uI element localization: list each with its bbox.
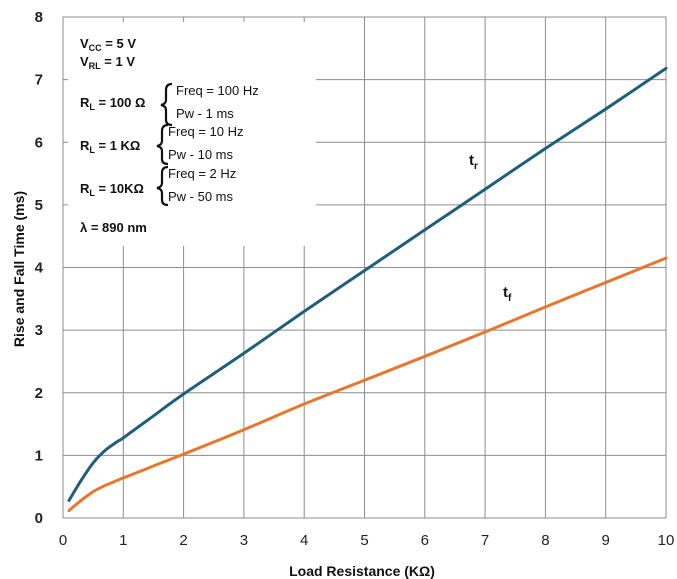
- y-tick-label: 5: [35, 197, 43, 214]
- tr-series-label: tr: [469, 152, 478, 172]
- x-tick-label: 4: [300, 532, 308, 549]
- y-tick-label: 3: [35, 322, 43, 339]
- y-tick-label: 1: [35, 447, 43, 464]
- x-axis-title: Load Resistance (KΩ): [289, 563, 435, 579]
- rl-1k-pw: Pw - 10 ms: [168, 147, 234, 162]
- rl-1k-label: RL = 1 KΩ: [80, 138, 140, 155]
- y-tick-label: 2: [35, 385, 43, 402]
- x-tick-label: 1: [119, 532, 127, 549]
- wavelength-label: λ = 890 nm: [80, 220, 147, 235]
- rl-100-freq: Freq = 100 Hz: [176, 83, 259, 98]
- brace-icon: [156, 123, 169, 166]
- y-tick-label: 8: [35, 9, 43, 26]
- y-tick-label: 7: [35, 72, 43, 89]
- vrl-label: VRL = 1 V: [80, 54, 135, 71]
- rl-1k-freq: Freq = 10 Hz: [168, 124, 244, 139]
- series-line-tr: [67, 66, 668, 502]
- series-lines: [67, 66, 668, 512]
- x-tick-label: 0: [59, 532, 67, 549]
- x-tick-label: 8: [541, 532, 549, 549]
- x-tick-label: 9: [602, 532, 610, 549]
- rl-10k-label: RL = 10KΩ: [80, 181, 144, 198]
- rl-100-pw: Pw - 1 ms: [176, 106, 234, 121]
- x-tick-labels: 0 1 2 3 4 5 6 7 8 9 10: [59, 532, 675, 549]
- brace-icon: [160, 82, 173, 127]
- y-tick-label: 6: [35, 134, 43, 151]
- brace-icon: [156, 165, 169, 207]
- conditions-annotation: VCC = 5 V VRL = 1 V RL = 100 Ω Freq = 10…: [80, 36, 259, 235]
- x-tick-label: 6: [421, 532, 429, 549]
- y-tick-labels: 0 1 2 3 4 5 6 7 8: [35, 9, 44, 527]
- tf-series-label: tf: [503, 284, 512, 304]
- x-tick-label: 5: [360, 532, 368, 549]
- annotation-box: [68, 22, 316, 246]
- y-tick-label: 0: [35, 510, 43, 527]
- y-tick-label: 4: [35, 260, 44, 277]
- x-tick-label: 10: [658, 532, 675, 549]
- rl-100-label: RL = 100 Ω: [80, 95, 145, 112]
- y-axis-title: Rise and Fall Time (ms): [11, 191, 27, 347]
- vcc-label: VCC = 5 V: [80, 36, 136, 53]
- rl-10k-pw: Pw - 50 ms: [168, 189, 234, 204]
- x-tick-label: 2: [179, 532, 187, 549]
- series-line-tf: [67, 256, 668, 512]
- plot-border: [62, 16, 667, 519]
- rl-10k-freq: Freq = 2 Hz: [168, 166, 236, 181]
- x-tick-label: 3: [240, 532, 248, 549]
- x-tick-label: 7: [481, 532, 489, 549]
